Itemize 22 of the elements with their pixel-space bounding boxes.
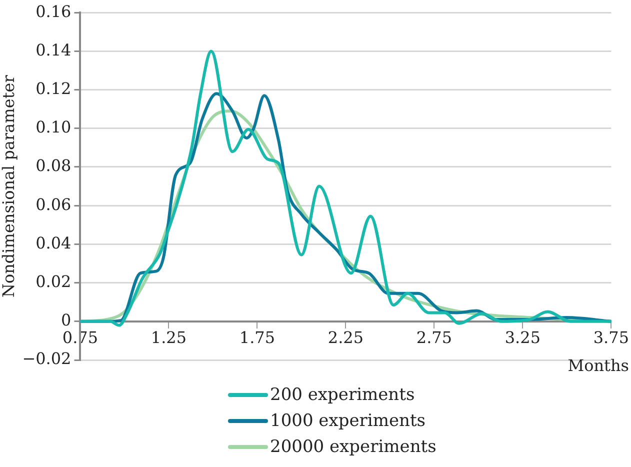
y-tick-label: 0.16 <box>36 2 72 21</box>
y-tick-label: 0.14 <box>36 40 72 60</box>
y-axis-title: Nondimensional parameter <box>0 74 18 298</box>
y-tick-label: 0.02 <box>36 272 72 291</box>
x-tick-label: 3.75 <box>593 328 629 348</box>
legend-label: 1000 experiments <box>270 410 426 433</box>
y-tick-label: 0.12 <box>36 78 72 98</box>
x-tick-label: 3.25 <box>504 328 541 348</box>
x-tick-label: 2.25 <box>328 328 364 348</box>
x-tick-label: 1.75 <box>239 328 276 348</box>
legend-label: 200 experiments <box>270 384 415 407</box>
y-tick-label: 0.06 <box>36 194 72 214</box>
legend-label: 20000 experiments <box>270 436 436 459</box>
x-tick-label: 2.75 <box>416 328 452 348</box>
y-tick-label: 0.08 <box>36 156 72 176</box>
y-tick-label: 0.10 <box>36 118 72 137</box>
x-axis-title: Months <box>568 356 629 376</box>
x-tick-label: 0.75 <box>62 328 98 348</box>
y-tick-label: 0.04 <box>36 233 72 252</box>
x-tick-label: 1.25 <box>150 328 187 348</box>
y-tick-label: 0 <box>61 310 72 330</box>
y-tick-label: −0.02 <box>22 349 72 368</box>
